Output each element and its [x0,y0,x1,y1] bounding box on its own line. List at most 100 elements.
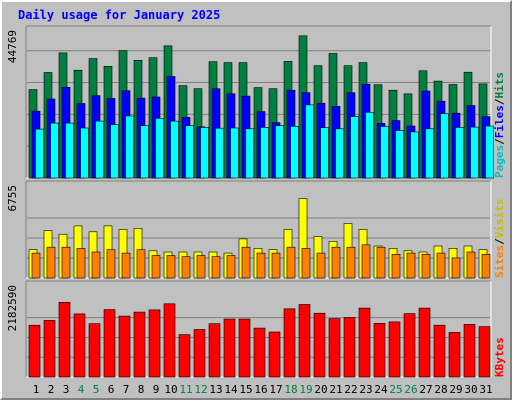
bar-sites-day-26 [406,252,416,279]
bar-sites-day-14 [226,255,236,279]
bar-sites-day-10 [166,255,176,279]
bar-kbytes-day-24 [373,322,386,378]
bar-sites-day-27 [421,254,431,279]
bar-sites-day-8 [136,249,146,279]
legend-separator: / [493,238,506,245]
panel-1-legend-label: Pages/Files/Hits [493,72,506,178]
bar-pages-day-24 [380,126,389,179]
panel-3-legend-label: KBytes [493,337,506,377]
bar-pages-day-27 [425,128,434,179]
bar-kbytes-day-8 [133,311,146,378]
bar-pages-day-10 [170,120,179,179]
bar-sites-day-21 [331,246,341,279]
day-label-21: 21 [329,383,342,396]
day-label-8: 8 [138,383,145,396]
day-label-20: 20 [314,383,327,396]
bar-pages-day-23 [365,112,374,179]
bar-kbytes-day-11 [178,334,191,378]
day-label-12: 12 [194,383,207,396]
bar-sites-day-2 [46,246,56,279]
bar-sites-day-17 [271,252,281,279]
bar-pages-day-17 [275,125,284,179]
bar-pages-day-3 [65,122,74,179]
day-label-1: 1 [33,383,40,396]
bar-sites-day-15 [241,246,251,279]
bar-pages-day-9 [155,118,164,179]
bar-pages-day-6 [110,124,119,179]
bar-sites-day-23 [361,244,371,279]
bar-kbytes-day-9 [148,309,161,378]
bar-sites-day-24 [376,246,386,279]
bar-pages-day-18 [290,126,299,179]
bar-pages-day-7 [125,115,134,179]
day-label-24: 24 [374,383,388,396]
day-label-29: 29 [449,383,462,396]
legend-files: Files [493,105,506,138]
bar-sites-day-30 [466,251,476,279]
day-label-6: 6 [108,383,115,396]
legend-pages: Pages [493,145,506,178]
bar-kbytes-day-30 [463,324,476,378]
day-label-11: 11 [179,383,192,396]
day-label-31: 31 [479,383,492,396]
day-label-19: 19 [299,383,312,396]
bar-pages-day-30 [470,126,479,179]
bar-sites-day-5 [91,251,101,279]
bar-sites-day-11 [181,256,191,279]
day-label-25: 25 [389,383,402,396]
bar-kbytes-day-13 [208,323,221,378]
bar-sites-day-20 [316,252,326,279]
legend-visits: Visits [493,199,506,239]
bar-pages-day-1 [35,128,44,179]
day-label-18: 18 [284,383,297,396]
bar-pages-day-11 [185,125,194,179]
bar-kbytes-day-19 [298,304,311,378]
bar-sites-day-9 [151,255,161,279]
bar-sites-day-4 [76,248,86,279]
day-label-28: 28 [434,383,447,396]
bar-kbytes-day-15 [238,318,251,378]
legend-kbytes: KBytes [493,337,506,377]
bar-kbytes-day-28 [433,324,446,378]
bar-sites-day-22 [346,246,356,279]
bar-sites-day-29 [451,257,461,279]
bar-sites-day-31 [481,254,491,279]
bar-kbytes-day-6 [103,309,116,378]
bar-pages-day-19 [305,104,314,179]
bar-pages-day-29 [455,127,464,179]
bar-sites-day-18 [286,246,296,279]
bar-kbytes-day-21 [328,318,341,378]
bar-pages-day-8 [140,125,149,179]
bar-pages-day-4 [80,127,89,179]
bar-sites-day-25 [391,254,401,279]
bar-sites-day-28 [436,252,446,279]
bar-kbytes-day-17 [268,331,281,378]
bar-kbytes-day-18 [283,308,296,378]
bar-sites-day-7 [121,252,131,279]
bar-pages-day-25 [395,130,404,179]
bar-kbytes-day-26 [403,313,416,378]
bar-kbytes-day-14 [223,318,236,378]
bar-pages-day-14 [230,127,239,179]
bar-pages-day-15 [245,128,254,179]
panel-2-ymax-label: 6755 [6,185,19,212]
bar-kbytes-day-25 [388,321,401,378]
day-label-22: 22 [344,383,357,396]
day-label-16: 16 [254,383,267,396]
bar-kbytes-day-4 [73,313,86,378]
bar-kbytes-day-27 [418,307,431,378]
bar-kbytes-day-20 [313,312,326,378]
bar-sites-day-13 [211,256,221,279]
bar-sites-day-6 [106,249,116,279]
bar-kbytes-day-16 [253,327,266,378]
bar-kbytes-day-10 [163,303,176,378]
bar-kbytes-day-29 [448,332,461,378]
bar-pages-day-2 [50,122,59,179]
bar-sites-day-12 [196,255,206,279]
bar-pages-day-31 [485,125,494,179]
day-label-30: 30 [464,383,477,396]
bar-kbytes-day-22 [343,317,356,378]
bar-sites-day-19 [301,248,311,279]
bar-pages-day-26 [410,131,419,179]
